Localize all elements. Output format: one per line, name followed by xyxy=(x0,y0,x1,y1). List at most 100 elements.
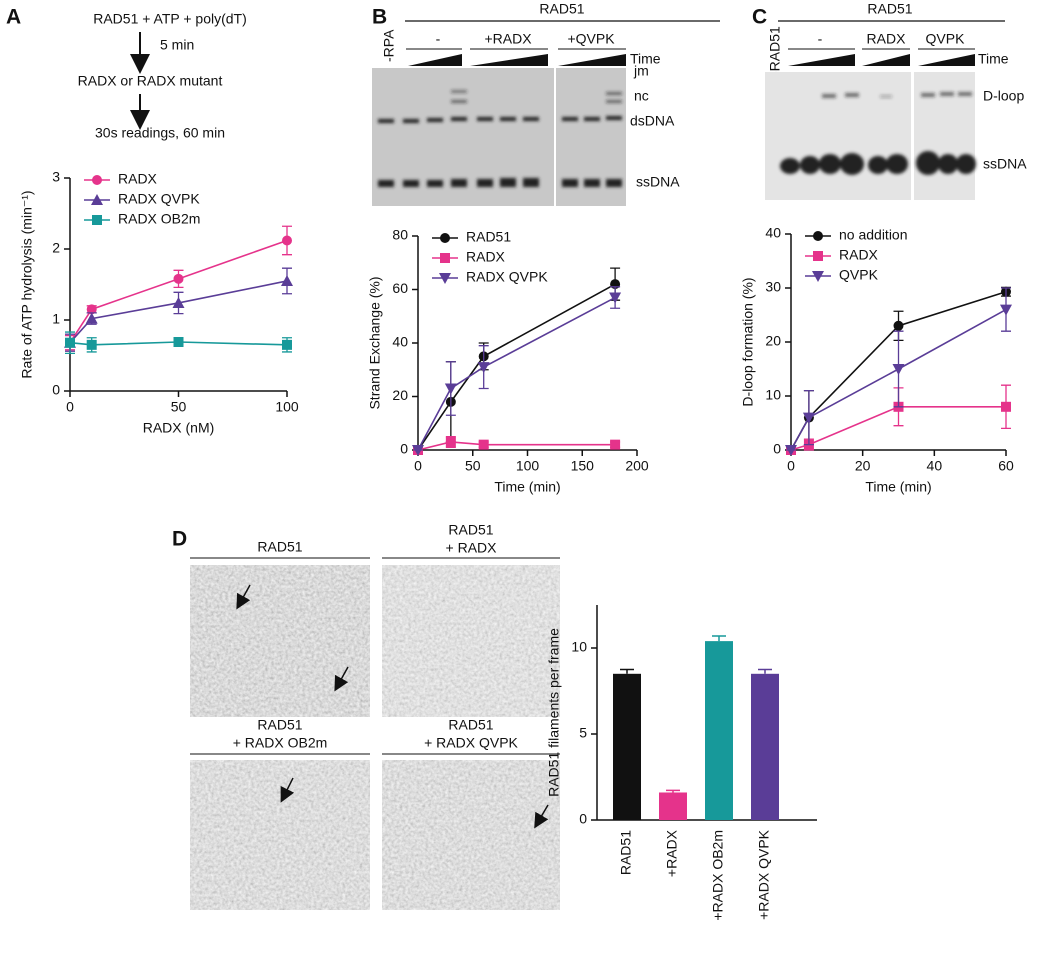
x-tick-label: 40 xyxy=(927,458,943,474)
micrograph-caption: RAD51 xyxy=(257,539,302,555)
x-tick-label: 20 xyxy=(855,458,871,474)
point xyxy=(477,362,490,374)
x-tick-label: 60 xyxy=(998,458,1014,474)
x-axis-label: Time (min) xyxy=(865,479,931,495)
gel-b: RAD51 -RPA - +RADX +QVPK Time jm nc dsDN… xyxy=(372,1,720,206)
schematic-step: RADX or RADX mutant xyxy=(78,73,223,89)
schematic-time: 5 min xyxy=(160,37,194,53)
band-label: nc xyxy=(634,88,649,104)
lane-label: -RPA xyxy=(381,29,397,62)
point xyxy=(609,292,622,304)
micrograph-caption: + RADX xyxy=(446,540,498,556)
x-tick-label: RAD51 xyxy=(618,830,634,875)
legend-label: RAD51 xyxy=(466,229,511,245)
error-bar xyxy=(666,789,680,793)
lane-label: QVPK xyxy=(926,31,966,47)
legend-marker xyxy=(440,233,450,243)
point xyxy=(85,312,98,324)
y-tick-label: 1 xyxy=(52,311,60,327)
y-tick-label: 80 xyxy=(392,227,408,243)
point xyxy=(86,304,97,315)
x-tick-label: 50 xyxy=(171,399,187,415)
micrograph-caption: RAD51 xyxy=(448,717,493,733)
gel-c: RAD51 -RAD51 - RADX QVPK Time D-loop ssD… xyxy=(765,1,1027,200)
panel-label: C xyxy=(752,6,767,29)
series-line xyxy=(417,441,616,451)
y-tick-label: 40 xyxy=(392,334,408,350)
y-axis-label: D-loop formation (%) xyxy=(740,277,756,406)
y-tick-label: 30 xyxy=(765,279,781,295)
gel-header: RAD51 xyxy=(539,1,584,17)
lane-label: - xyxy=(818,31,823,47)
y-tick-label: 0 xyxy=(400,441,408,457)
band-label: D-loop xyxy=(983,88,1024,104)
bar xyxy=(705,641,733,820)
point xyxy=(1000,304,1012,316)
legend-marker xyxy=(812,271,824,282)
x-tick-label: +RADX xyxy=(664,829,680,877)
legend-marker xyxy=(440,253,450,263)
point xyxy=(282,235,292,246)
x-tick-label: 50 xyxy=(465,458,481,474)
point xyxy=(444,383,457,395)
point xyxy=(282,339,292,350)
legend-marker xyxy=(813,251,823,261)
legend-label: RADX xyxy=(839,247,879,263)
y-tick-label: 60 xyxy=(392,280,408,296)
point xyxy=(1001,401,1011,412)
point xyxy=(893,320,904,331)
series-line xyxy=(69,341,288,346)
lane-label: - xyxy=(436,31,441,47)
legend-label: RADX QVPK xyxy=(466,269,548,285)
y-axis-label: RAD51 filaments per frame xyxy=(546,628,562,797)
legend-label: no addition xyxy=(839,227,908,243)
series-line xyxy=(417,283,616,451)
series-line xyxy=(417,296,616,451)
y-tick-label: 0 xyxy=(579,811,587,827)
micrograph-caption: RAD51 xyxy=(257,717,302,733)
series-line xyxy=(69,280,288,344)
bar xyxy=(751,673,779,820)
x-axis-label: Time (min) xyxy=(494,479,560,495)
x-tick-label: 0 xyxy=(66,399,74,415)
panel-label: A xyxy=(6,6,21,29)
lane-label: +RADX xyxy=(484,31,532,47)
x-tick-label: 100 xyxy=(516,458,540,474)
micrograph-caption: + RADX OB2m xyxy=(233,735,328,751)
series-line xyxy=(790,308,1007,451)
y-tick-label: 0 xyxy=(52,382,60,398)
y-tick-label: 40 xyxy=(765,225,781,241)
time-label: Time xyxy=(978,51,1009,67)
point xyxy=(610,439,621,450)
error-bar xyxy=(712,635,726,642)
point xyxy=(86,339,97,350)
legend-label: RADX OB2m xyxy=(118,211,200,227)
y-axis-label: Strand Exchange (%) xyxy=(367,276,383,409)
legend-marker xyxy=(92,175,102,185)
band-label: ssDNA xyxy=(983,156,1027,172)
y-tick-label: 20 xyxy=(765,333,781,349)
x-tick-label: 100 xyxy=(275,399,299,415)
legend-label: QVPK xyxy=(839,267,879,283)
legend-label: RADX xyxy=(466,249,506,265)
time-label: Time xyxy=(630,51,661,67)
point xyxy=(412,445,424,456)
y-tick-label: 10 xyxy=(571,639,587,655)
point xyxy=(173,273,184,284)
series-line xyxy=(69,239,288,344)
point xyxy=(445,436,456,447)
legend-label: RADX xyxy=(118,171,158,187)
panel-label: D xyxy=(172,528,187,551)
bar xyxy=(659,792,687,820)
x-tick-label: +RADX OB2m xyxy=(710,830,726,921)
x-tick-label: 0 xyxy=(414,458,422,474)
lane-label: -RAD51 xyxy=(767,26,783,76)
panel-label: B xyxy=(372,6,387,29)
x-tick-label: 200 xyxy=(625,458,649,474)
y-tick-label: 20 xyxy=(392,387,408,403)
band-label: ssDNA xyxy=(636,174,680,190)
micrograph-caption: + RADX QVPK xyxy=(424,735,518,751)
legend-marker xyxy=(439,273,451,284)
y-tick-label: 0 xyxy=(773,441,781,457)
